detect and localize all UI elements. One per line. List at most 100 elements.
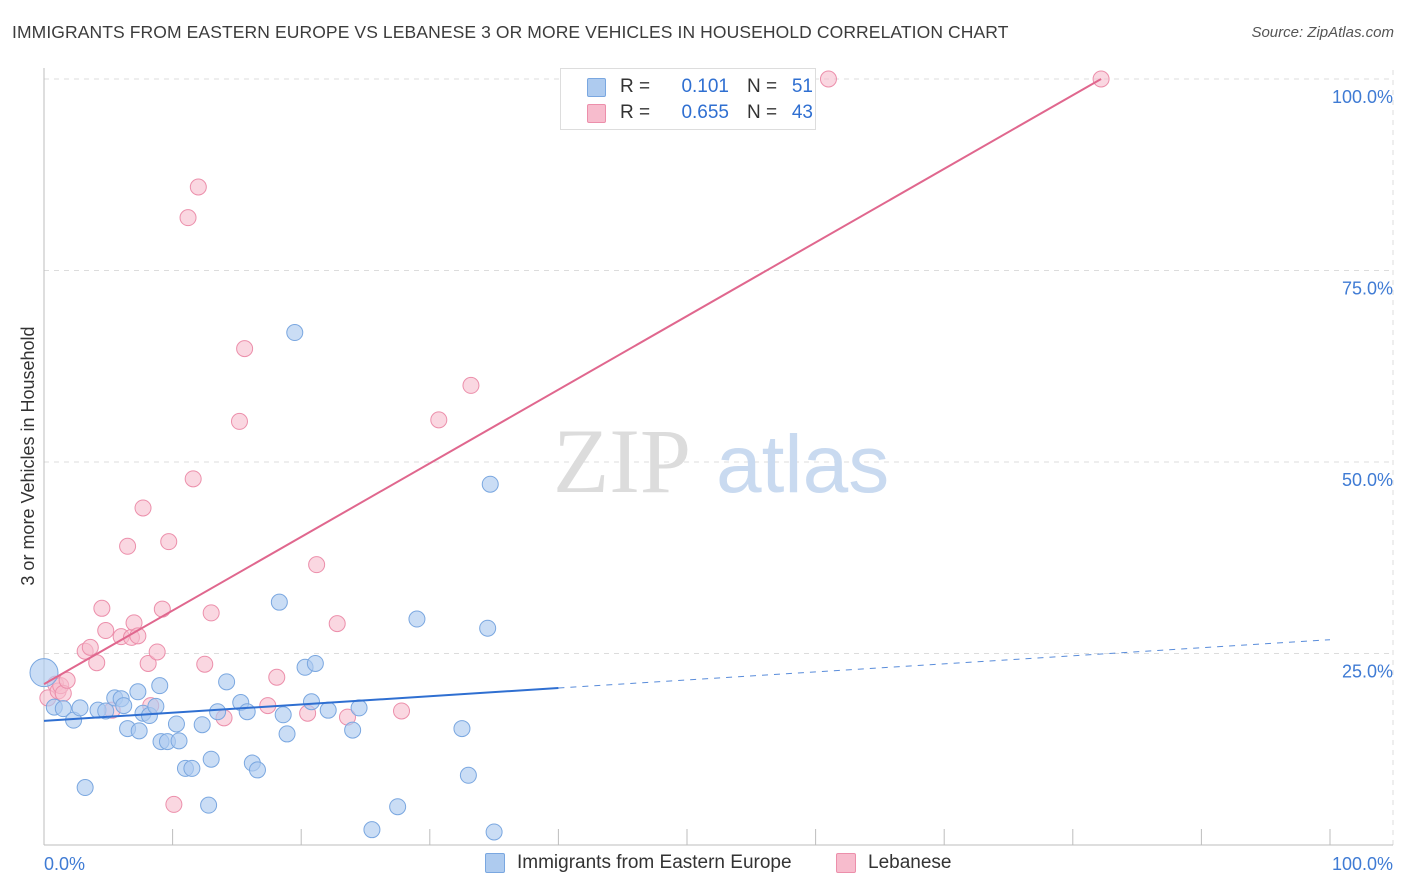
stats-legend-pink: R = 0.655 N = 43	[587, 101, 813, 125]
legend-swatch-blue	[485, 853, 505, 873]
lebanese-point	[93, 599, 111, 617]
eastern-europe-point	[248, 761, 266, 779]
lebanese-point	[230, 412, 248, 430]
eastern-europe-point	[151, 677, 169, 695]
eastern-europe-point	[408, 610, 426, 628]
source-label: Source: ZipAtlas.com	[1251, 24, 1394, 41]
eastern-europe-point	[350, 699, 368, 717]
eastern-europe-point	[278, 725, 296, 743]
eastern-europe-points	[29, 324, 503, 841]
eastern-europe-point	[29, 658, 59, 688]
eastern-europe-point	[389, 798, 407, 816]
series-legend: Immigrants from Eastern Europe Lebanese	[0, 850, 1406, 880]
blue-r-value: 0.101	[681, 76, 729, 97]
legend-item-lebanese[interactable]: Lebanese	[836, 852, 951, 874]
lebanese-point	[134, 499, 152, 517]
legend-label-lebanese: Lebanese	[868, 852, 952, 873]
y-tick-label-50: 50.0%	[1342, 470, 1393, 490]
watermark: ZIP atlas	[553, 410, 889, 512]
lebanese-point	[268, 668, 286, 686]
lebanese-point	[328, 615, 346, 633]
eastern-europe-point	[306, 654, 324, 672]
eastern-europe-point	[481, 475, 499, 493]
eastern-europe-point	[286, 324, 304, 342]
eastern-europe-point	[485, 823, 503, 841]
eastern-europe-point	[238, 703, 256, 721]
eastern-europe-point	[453, 720, 471, 738]
eastern-europe-point	[200, 796, 218, 814]
y-tick-label-75: 75.0%	[1342, 279, 1393, 299]
eastern-europe-point	[274, 706, 292, 724]
y-tick-label-25: 25.0%	[1342, 662, 1393, 682]
blue-n-value: 51	[791, 76, 813, 97]
eastern-europe-point	[183, 759, 201, 777]
eastern-europe-point	[479, 619, 497, 637]
lebanese-point	[819, 70, 837, 88]
watermark-atlas: atlas	[716, 419, 889, 510]
eastern-europe-point	[147, 697, 165, 715]
lebanese-point	[189, 178, 207, 196]
eastern-europe-point	[97, 702, 115, 720]
eastern-europe-point	[193, 716, 211, 734]
eastern-europe-point	[209, 703, 227, 721]
eastern-europe-trend-extension	[558, 639, 1331, 689]
eastern-europe-point	[130, 722, 148, 740]
eastern-europe-point	[71, 699, 89, 717]
stats-legend-blue: R = 0.101 N = 51	[587, 75, 813, 99]
eastern-europe-point	[129, 683, 147, 701]
legend-swatch-pink	[836, 853, 856, 873]
lebanese-point	[165, 795, 183, 813]
eastern-europe-trend-line	[43, 686, 559, 722]
watermark-zip: ZIP	[553, 410, 691, 512]
eastern-europe-point	[319, 701, 337, 719]
legend-label-eastern-europe: Immigrants from Eastern Europe	[517, 852, 792, 873]
lebanese-point	[196, 655, 214, 673]
eastern-europe-point	[459, 766, 477, 784]
eastern-europe-point	[270, 593, 288, 611]
lebanese-point	[462, 376, 480, 394]
eastern-europe-point	[363, 821, 381, 839]
eastern-europe-point	[202, 750, 220, 768]
lebanese-point	[236, 340, 254, 358]
lebanese-point	[430, 411, 448, 429]
tick-labels: 0.0% 100.0% 3 or more Vehicles in Househ…	[18, 87, 1393, 874]
eastern-europe-point	[76, 779, 94, 797]
pink-swatch	[587, 103, 606, 123]
eastern-europe-point	[302, 693, 320, 711]
lebanese-point	[179, 209, 197, 227]
lebanese-point	[119, 537, 137, 555]
blue-r-label: R =	[620, 76, 651, 97]
x-tick-label-0: 0.0%	[44, 854, 85, 874]
axes	[43, 68, 1393, 846]
lebanese-point	[81, 638, 99, 656]
y-axis-label: 3 or more Vehicles in Household	[18, 326, 38, 585]
lebanese-point	[97, 622, 115, 640]
lebanese-point	[184, 470, 202, 488]
eastern-europe-point	[170, 732, 188, 750]
lebanese-trend-line	[43, 78, 1102, 686]
eastern-europe-point	[54, 700, 72, 718]
pink-n-value: 43	[791, 102, 813, 123]
y-tick-label-100: 100.0%	[1332, 87, 1393, 107]
lebanese-point	[148, 643, 166, 661]
x-tick-label-100: 100.0%	[1332, 854, 1393, 874]
pink-n-label: N =	[747, 102, 778, 123]
lebanese-point	[393, 702, 411, 720]
trend-lines	[43, 78, 1331, 722]
grid-lines	[44, 70, 1394, 845]
legend-item-eastern-europe[interactable]: Immigrants from Eastern Europe	[485, 852, 792, 874]
lebanese-point	[139, 654, 157, 672]
lebanese-point	[160, 533, 178, 551]
lebanese-point	[58, 671, 76, 689]
blue-swatch	[587, 77, 606, 97]
eastern-europe-point	[344, 721, 362, 739]
eastern-europe-point	[218, 673, 236, 691]
stats-legend: R = 0.101 N = 51 R = 0.655 N = 43	[560, 68, 816, 130]
chart-title: IMMIGRANTS FROM EASTERN EUROPE VS LEBANE…	[12, 22, 1009, 42]
pink-r-label: R =	[620, 102, 651, 123]
eastern-europe-point	[167, 715, 185, 733]
lebanese-point	[202, 604, 220, 622]
pink-r-value: 0.655	[681, 102, 729, 123]
